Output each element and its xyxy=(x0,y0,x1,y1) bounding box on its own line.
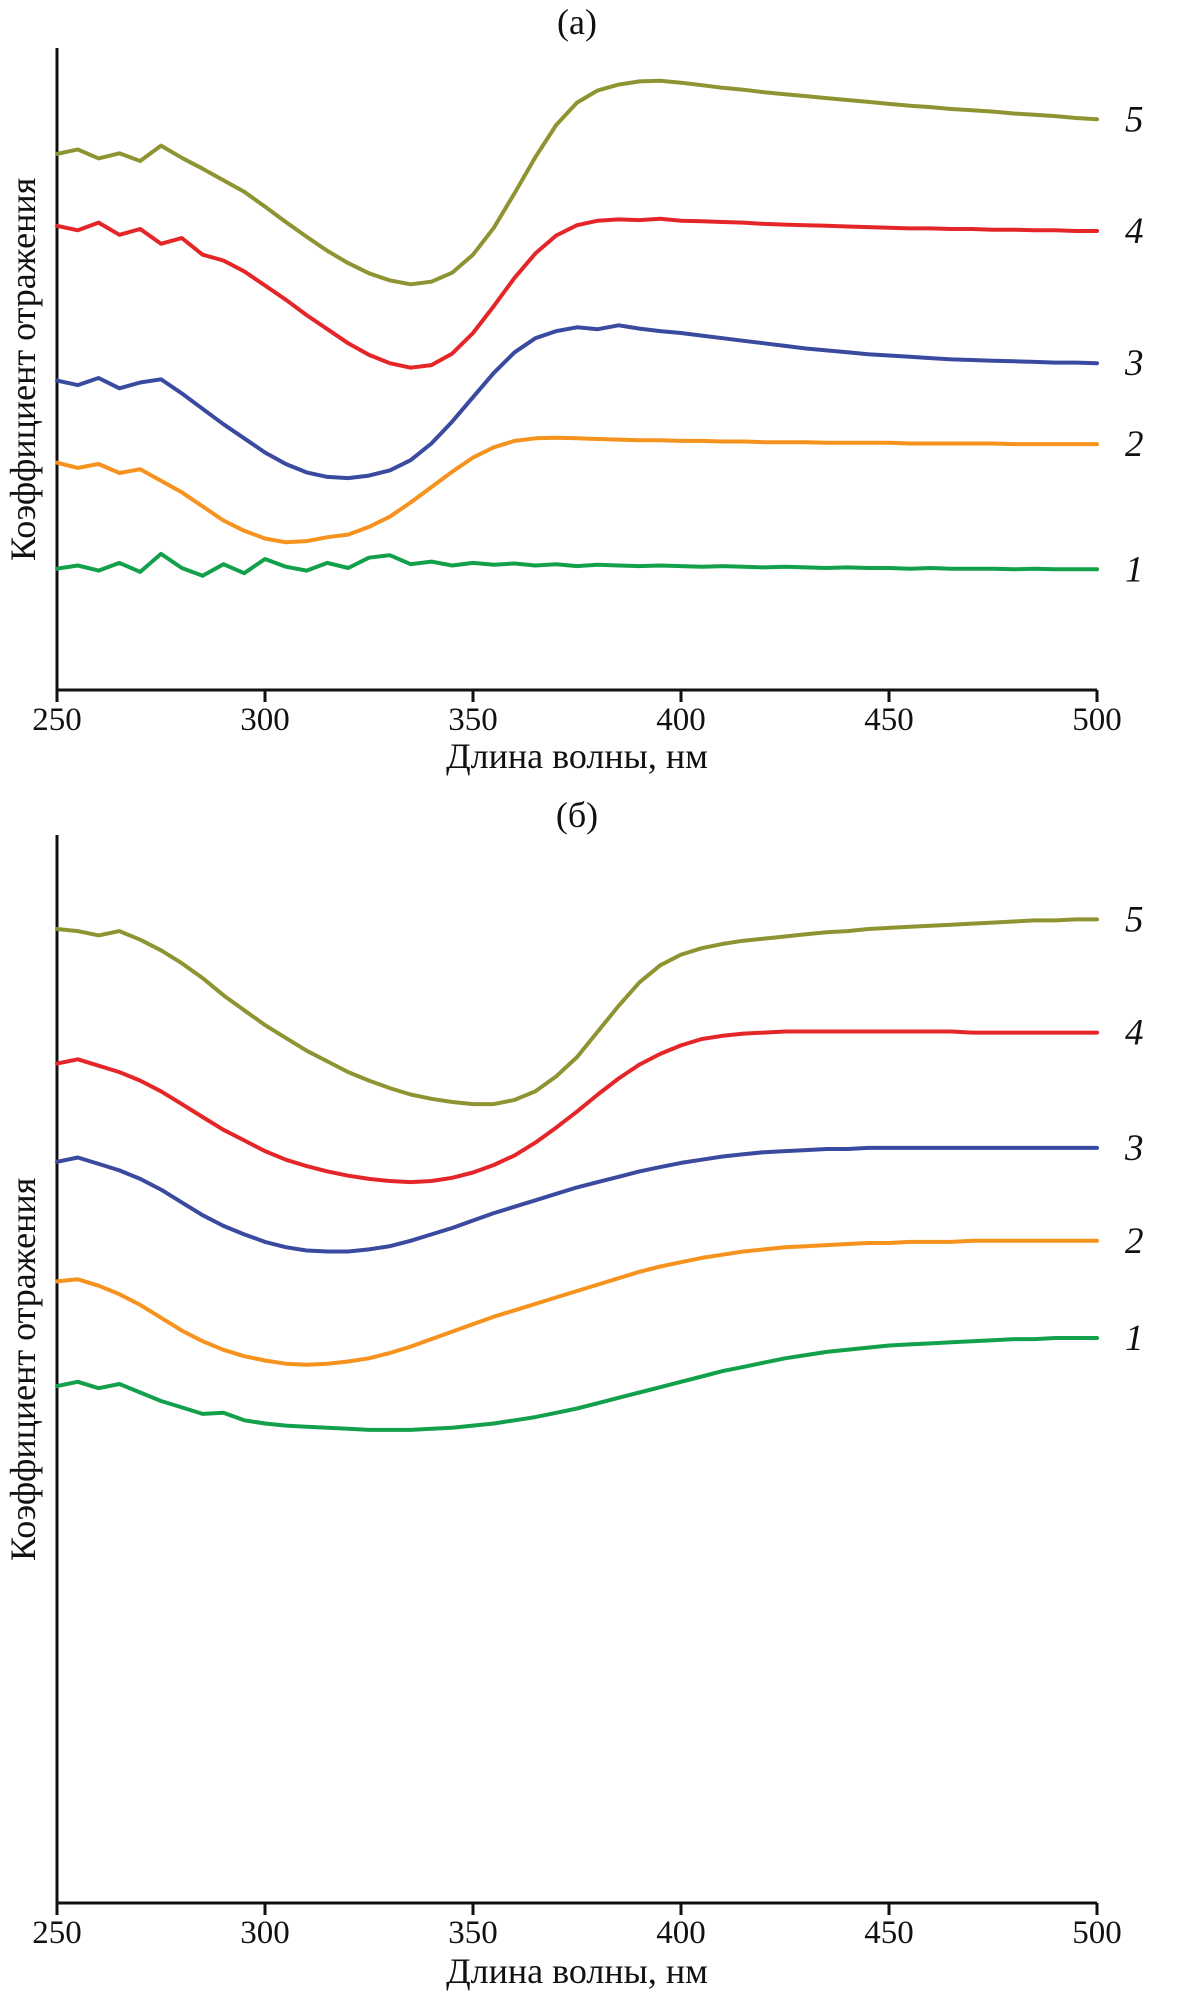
x-tick-label: 450 xyxy=(864,702,914,738)
panel-a-plot: 250 300 350 400 450 500 1 2 3 4 5 xyxy=(32,48,1144,738)
axes xyxy=(55,48,1097,692)
series-line-1 xyxy=(55,1336,1099,1432)
x-tick-label: 300 xyxy=(240,1915,290,1951)
x-tick-label: 450 xyxy=(864,1915,914,1951)
series-line-2 xyxy=(55,1238,1099,1367)
series-line-4 xyxy=(55,1029,1099,1185)
x-tick-label: 400 xyxy=(656,702,706,738)
panel-b-title: (б) xyxy=(555,795,599,835)
series-label-2: 2 xyxy=(1125,1221,1144,1262)
series-label-5: 5 xyxy=(1125,899,1144,940)
x-tick-label: 350 xyxy=(448,1915,498,1951)
series-line-3 xyxy=(55,323,1099,481)
series-label-4: 4 xyxy=(1125,1013,1144,1054)
series-line-1 xyxy=(55,551,1099,578)
x-tick-label: 250 xyxy=(32,702,82,738)
panel-b: (б) Коэффициент отражения 250 300 350 400 45… xyxy=(0,785,1202,2013)
series-line-4 xyxy=(55,216,1099,370)
series-label-4: 4 xyxy=(1125,211,1144,252)
panel-a-x-axis-title: Длина волны, нм xyxy=(446,736,708,776)
series-label-1: 1 xyxy=(1125,549,1144,590)
series-label-2: 2 xyxy=(1125,424,1144,465)
panel-b-x-axis-title: Длина волны, нм xyxy=(446,1951,708,1991)
panel-a: (а) Коэффициент отражения 250 300 350 400 45… xyxy=(0,0,1202,785)
x-tick-label: 250 xyxy=(32,1915,82,1951)
axes xyxy=(55,835,1097,1905)
series-label-3: 3 xyxy=(1124,343,1144,384)
series-label-5: 5 xyxy=(1125,99,1144,140)
series-line-3 xyxy=(55,1145,1099,1254)
x-tick-label: 500 xyxy=(1072,702,1122,738)
panel-b-plot: 250 300 350 400 450 500 1 2 3 4 5 xyxy=(32,835,1144,1951)
panel-a-title: (а) xyxy=(557,2,597,42)
series-label-3: 3 xyxy=(1124,1128,1144,1169)
x-tick-label: 500 xyxy=(1072,1915,1122,1951)
series-line-5 xyxy=(55,917,1099,1107)
x-tick-label: 400 xyxy=(656,1915,706,1951)
x-tick-label: 350 xyxy=(448,702,498,738)
series-line-2 xyxy=(55,435,1099,545)
x-tick-label: 300 xyxy=(240,702,290,738)
series-label-1: 1 xyxy=(1125,1318,1144,1359)
series-line-5 xyxy=(55,78,1099,287)
